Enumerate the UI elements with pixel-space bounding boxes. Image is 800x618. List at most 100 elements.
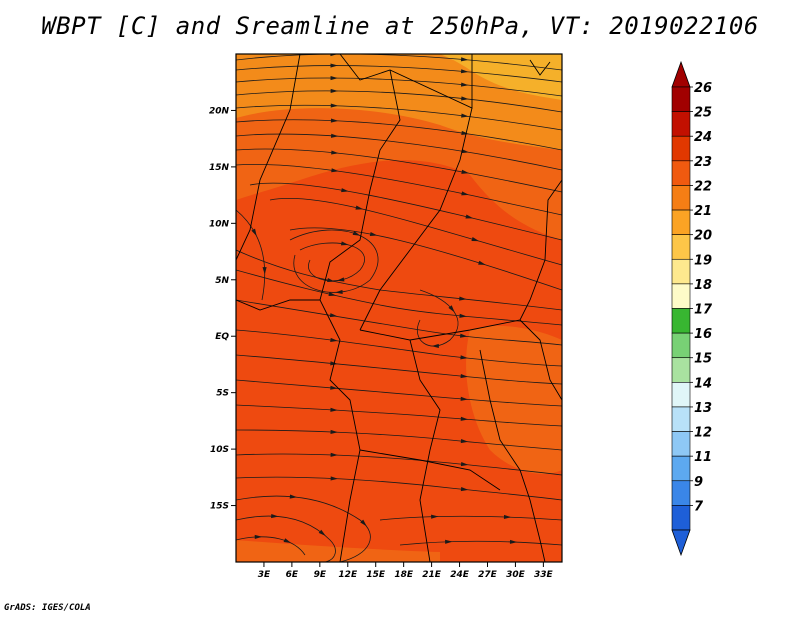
border	[409, 179, 562, 341]
streamline	[236, 209, 266, 301]
streamline-arrow	[460, 374, 469, 379]
streamline-arrow	[460, 416, 469, 421]
colorbar-swatch	[671, 234, 691, 260]
border	[319, 69, 401, 321]
field-zone-22-south	[236, 540, 440, 562]
streamline-arrow	[369, 231, 378, 237]
streamline-arrow	[460, 487, 469, 492]
lat-tick-label: 15N	[209, 163, 230, 173]
streamline-arrow	[330, 407, 338, 412]
streamline-arrow	[448, 305, 455, 313]
streamline-arrow	[471, 237, 480, 242]
colorbar-swatch	[671, 431, 691, 457]
streamline-arrow	[360, 519, 367, 527]
lon-tick-label: 24E	[450, 570, 470, 580]
colorbar-swatch	[671, 332, 691, 359]
border	[529, 59, 551, 76]
streamline-arrow	[330, 133, 339, 138]
colorbar-label: 17	[694, 303, 713, 318]
colorbar-swatch	[671, 185, 691, 211]
border	[236, 299, 320, 311]
colorbar-label: 23	[694, 155, 712, 170]
streamline	[236, 404, 562, 427]
streamline	[289, 229, 379, 293]
colorbar-swatch	[671, 406, 691, 432]
streamline-arrow	[330, 337, 338, 343]
streamline	[379, 515, 562, 521]
streamline-arrow	[330, 103, 339, 108]
colorbar-label: 14	[694, 376, 712, 391]
lon-tick-label: 27E	[478, 570, 498, 580]
streamline	[299, 242, 365, 282]
colorbar-label: 19	[694, 253, 712, 268]
colorbar-label: 12	[694, 426, 712, 441]
streamline	[289, 227, 562, 291]
colorbar-swatch	[671, 209, 691, 235]
streamlines	[236, 54, 562, 562]
border	[359, 449, 501, 491]
colorbar-swatch	[671, 505, 691, 531]
streamline-arrow	[460, 57, 469, 62]
colorbar-top-arrow	[671, 60, 691, 88]
field-zone-20	[440, 54, 562, 100]
colorbar-label: 24	[694, 130, 712, 145]
colorbar-label: 21	[694, 204, 712, 219]
colorbar-swatch	[671, 308, 691, 334]
streamline	[236, 164, 562, 216]
longitude-axis: 3E 6E 9E 12E 15E 18E 21E 24E 27E 30E 33E	[258, 562, 554, 580]
lon-tick-label: 15E	[366, 570, 386, 580]
streamline-arrow	[330, 63, 338, 68]
border	[479, 349, 546, 562]
colorbar-swatch	[671, 455, 691, 482]
streamline-arrow	[254, 534, 263, 540]
streamline	[236, 299, 562, 346]
streamline-arrow	[459, 313, 467, 318]
streamline-arrow	[461, 149, 470, 154]
streamline-arrow	[328, 292, 337, 297]
colorbar-label: 7	[694, 499, 704, 514]
lat-tick-label: 10N	[209, 219, 230, 229]
map-panel	[235, 53, 563, 563]
streamline-arrow	[503, 514, 512, 520]
colorbar-swatch	[671, 160, 691, 186]
streamline-arrow	[465, 214, 474, 219]
streamline-arrow	[352, 231, 361, 236]
lon-tick-label: 3E	[258, 570, 271, 580]
latitude-axis: 20N 15N 10N 5N EQ 5S 10S 15S	[209, 106, 236, 512]
streamline-arrow	[461, 191, 469, 196]
colorbar-swatch	[671, 480, 691, 506]
streamline	[236, 495, 371, 562]
streamline	[236, 133, 562, 171]
colorbar-label: 11	[694, 450, 712, 465]
colorbar-swatch	[671, 382, 691, 408]
lon-tick-label: 33E	[534, 570, 554, 580]
streamline-arrow	[461, 169, 470, 174]
colorbar-swatch	[671, 283, 691, 309]
colorbar-label: 16	[694, 327, 712, 342]
streamline-arrow	[431, 514, 439, 519]
border	[236, 54, 301, 261]
streamline	[236, 536, 306, 556]
colorbar-swatch	[671, 86, 691, 112]
border	[329, 319, 361, 562]
streamline	[236, 329, 562, 367]
lon-tick-label: 9E	[314, 570, 327, 580]
streamline-arrow	[460, 462, 469, 467]
streamline	[236, 104, 562, 131]
streamline-arrow	[478, 260, 486, 265]
streamline-arrow	[461, 130, 469, 136]
streamline-arrow	[262, 267, 267, 275]
streamline-arrow	[459, 333, 468, 338]
streamline	[236, 65, 562, 83]
streamline-arrow	[318, 529, 326, 536]
streamline-arrow	[461, 96, 469, 101]
streamline-arrow	[341, 188, 349, 193]
colorbar-swatch	[671, 135, 691, 162]
streamline-arrow	[331, 150, 339, 155]
streamline	[236, 354, 562, 385]
lon-tick-label: 18E	[394, 570, 414, 580]
map-title: WBPT [C] and Sreamline at 250hPa, VT: 20…	[41, 12, 759, 40]
streamline	[236, 77, 562, 97]
streamline-arrow	[330, 88, 339, 93]
